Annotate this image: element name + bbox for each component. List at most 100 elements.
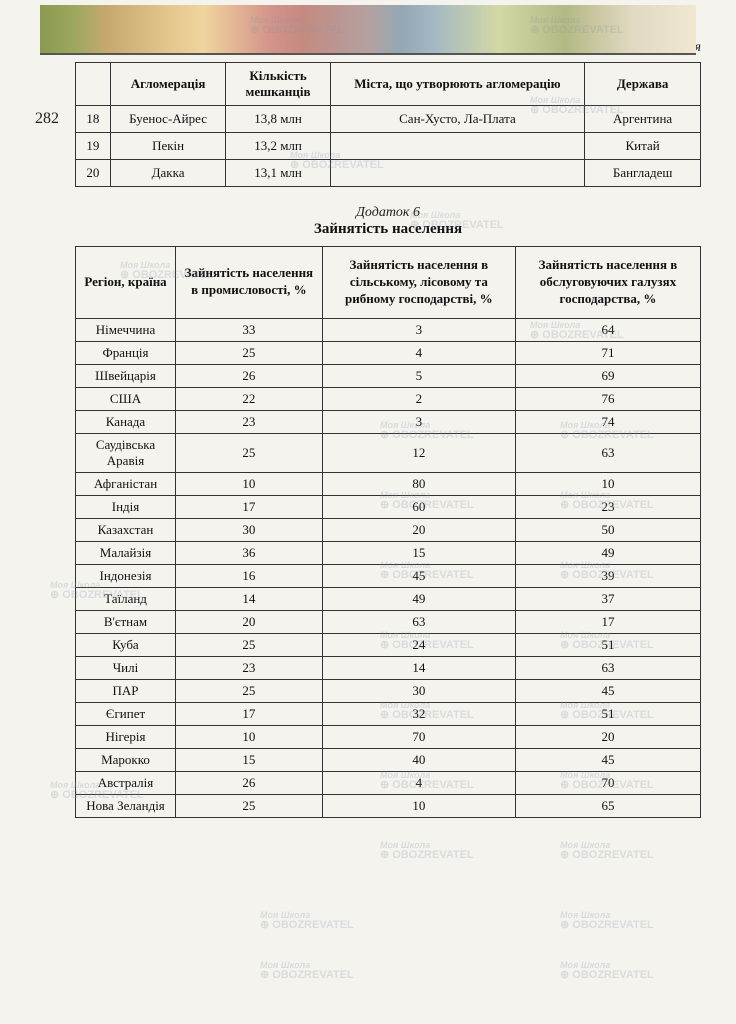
table-cell: Саудівська Аравія <box>76 433 176 472</box>
table-cell: 15 <box>322 541 515 564</box>
table-row: Канада23374 <box>76 410 701 433</box>
table-row: 20Дакка13,1 млнБангладеш <box>76 160 701 187</box>
table-cell: 10 <box>176 472 323 495</box>
table-cell: 10 <box>176 725 323 748</box>
agglomeration-table: Агломерація Кількість мешканців Міста, щ… <box>75 62 701 187</box>
table-cell: 60 <box>322 495 515 518</box>
table-cell: 70 <box>515 771 700 794</box>
table-cell: 18 <box>76 106 111 133</box>
table-cell: В'єтнам <box>76 610 176 633</box>
table-row: ПАР253045 <box>76 679 701 702</box>
table-cell: Китай <box>585 133 701 160</box>
table-cell: Швейцарія <box>76 364 176 387</box>
table-cell: ПАР <box>76 679 176 702</box>
table-cell: Аргентина <box>585 106 701 133</box>
appendix-title: Додаток 6 <box>75 205 701 221</box>
table-cell: 23 <box>176 410 323 433</box>
table-cell: 20 <box>322 518 515 541</box>
table-cell: 4 <box>322 341 515 364</box>
table-row: Малайзія361549 <box>76 541 701 564</box>
table-row: Німеччина33364 <box>76 318 701 341</box>
th-cities: Міста, що утворюють агломерацію <box>330 63 585 106</box>
table-cell: Сан-Хусто, Ла-Плата <box>330 106 585 133</box>
table-row: Єгипет173251 <box>76 702 701 725</box>
table-cell: 51 <box>515 633 700 656</box>
table-cell: Пекін <box>110 133 226 160</box>
table-cell: Індія <box>76 495 176 518</box>
watermark: Моя Школа⊕ OBOZREVATEL <box>560 840 654 861</box>
table-row: Саудівська Аравія251263 <box>76 433 701 472</box>
table-cell: 33 <box>176 318 323 341</box>
table-cell: Нова Зеландія <box>76 794 176 817</box>
table-cell: 45 <box>322 564 515 587</box>
watermark: Моя Школа⊕ OBOZREVATEL <box>260 960 354 981</box>
table-row: Індія176023 <box>76 495 701 518</box>
table2-header-row: Регіон, країна Зайнятість населення в пр… <box>76 247 701 319</box>
employment-table: Регіон, країна Зайнятість населення в пр… <box>75 246 701 818</box>
table-cell: Єгипет <box>76 702 176 725</box>
table-row: Нігерія107020 <box>76 725 701 748</box>
table-cell: 30 <box>176 518 323 541</box>
table-cell <box>330 133 585 160</box>
table-cell: 69 <box>515 364 700 387</box>
table-cell: Австралія <box>76 771 176 794</box>
table-cell: Франція <box>76 341 176 364</box>
top-banner <box>40 5 696 55</box>
table-cell: 17 <box>176 702 323 725</box>
table-cell: 10 <box>515 472 700 495</box>
table-row: Казахстан302050 <box>76 518 701 541</box>
th-industry: Зайнятість населення в промисловості, % <box>176 247 323 319</box>
table-cell: 13,1 млн <box>226 160 330 187</box>
watermark: Моя Школа⊕ OBOZREVATEL <box>560 910 654 931</box>
table-cell: Казахстан <box>76 518 176 541</box>
table-cell: 14 <box>176 587 323 610</box>
table-cell: 25 <box>176 341 323 364</box>
table-cell: 65 <box>515 794 700 817</box>
table-cell: 74 <box>515 410 700 433</box>
table-cell: 20 <box>76 160 111 187</box>
table-cell: 12 <box>322 433 515 472</box>
table-row: Таїланд144937 <box>76 587 701 610</box>
table-cell: Куба <box>76 633 176 656</box>
th-region: Регіон, країна <box>76 247 176 319</box>
table-cell: 50 <box>515 518 700 541</box>
table-cell: 19 <box>76 133 111 160</box>
table-cell: 23 <box>176 656 323 679</box>
table-cell: 20 <box>176 610 323 633</box>
table-cell: 40 <box>322 748 515 771</box>
table-row: Нова Зеландія251065 <box>76 794 701 817</box>
table-row: США22276 <box>76 387 701 410</box>
table-cell: 4 <box>322 771 515 794</box>
th-pop: Кількість мешканців <box>226 63 330 106</box>
table-cell: Нігерія <box>76 725 176 748</box>
table-cell: Чилі <box>76 656 176 679</box>
table-cell: 3 <box>322 318 515 341</box>
table-cell: 39 <box>515 564 700 587</box>
table-cell: Афганістан <box>76 472 176 495</box>
table-row: 18Буенос-Айрес13,8 млнСан-Хусто, Ла-Плат… <box>76 106 701 133</box>
watermark: Моя Школа⊕ OBOZREVATEL <box>560 960 654 981</box>
table-cell: 17 <box>176 495 323 518</box>
table-cell: 24 <box>322 633 515 656</box>
table-cell: 76 <box>515 387 700 410</box>
watermark: Моя Школа⊕ OBOZREVATEL <box>260 910 354 931</box>
table-cell: Німеччина <box>76 318 176 341</box>
table-cell: 37 <box>515 587 700 610</box>
table-cell: 49 <box>322 587 515 610</box>
table-cell: 25 <box>176 633 323 656</box>
appendix-subtitle: Зайнятість населення <box>75 221 701 238</box>
table-cell: 70 <box>322 725 515 748</box>
table-cell: 63 <box>322 610 515 633</box>
table-cell: Буенос-Айрес <box>110 106 226 133</box>
table1-header-row: Агломерація Кількість мешканців Міста, щ… <box>76 63 701 106</box>
table-cell: 14 <box>322 656 515 679</box>
table-cell: 71 <box>515 341 700 364</box>
table-row: Афганістан108010 <box>76 472 701 495</box>
table-cell: 30 <box>322 679 515 702</box>
table-row: Швейцарія26569 <box>76 364 701 387</box>
watermark: Моя Школа⊕ OBOZREVATEL <box>380 840 474 861</box>
table-row: В'єтнам206317 <box>76 610 701 633</box>
table-row: 19Пекін13,2 млпКитай <box>76 133 701 160</box>
table-cell: 22 <box>176 387 323 410</box>
table-cell: 45 <box>515 748 700 771</box>
